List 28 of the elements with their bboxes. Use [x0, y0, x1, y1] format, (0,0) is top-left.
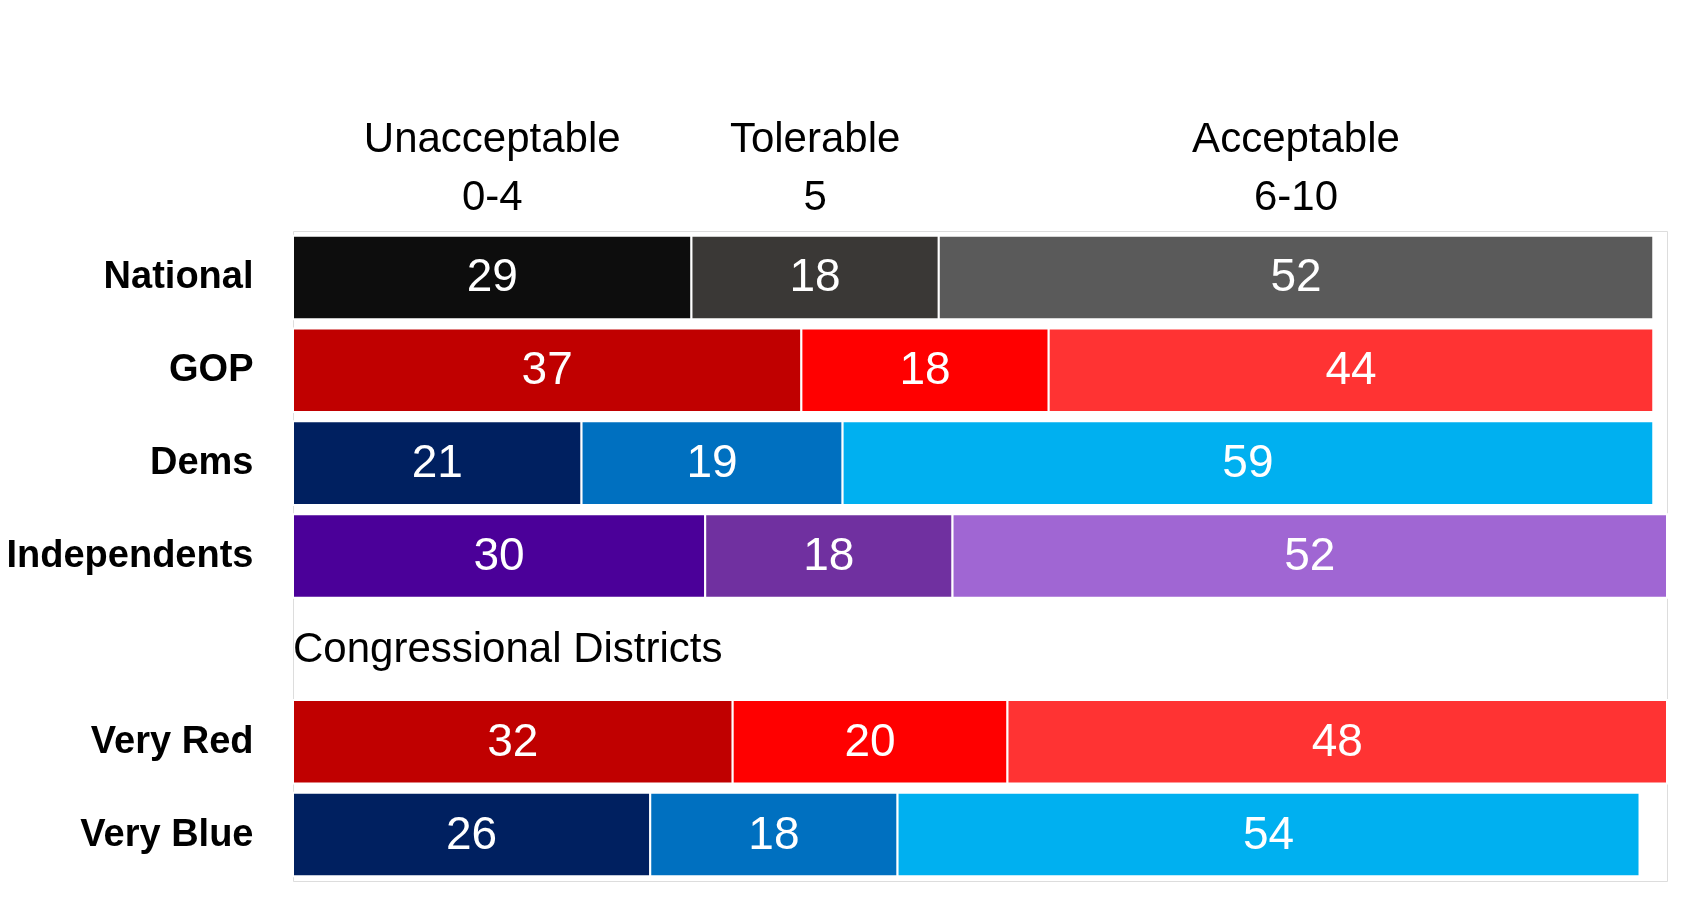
data-label: 59 [1222, 435, 1274, 488]
series-label: Acceptable 6-10 [1192, 114, 1400, 219]
y-tick-label: National [103, 254, 254, 297]
y-tick-label: Very Red [90, 718, 254, 761]
data-label: 32 [487, 713, 539, 766]
data-label: 20 [844, 713, 896, 766]
data-label: 29 [466, 249, 518, 302]
data-label: 30 [473, 528, 525, 580]
data-label: 18 [789, 249, 841, 302]
data-label: 18 [748, 806, 800, 859]
y-tick-label: Dems [150, 440, 254, 483]
data-label: 18 [803, 528, 855, 580]
data-label: 52 [1270, 249, 1322, 302]
data-label: 37 [521, 342, 573, 395]
series-label: Unacceptable 0-4 [363, 114, 621, 219]
y-tick-label: GOP [169, 347, 254, 390]
data-label: 19 [686, 435, 738, 488]
data-label: 44 [1325, 342, 1377, 395]
data-label: 26 [446, 806, 498, 859]
annotation: Congressional Districts [293, 623, 723, 671]
data-label: 18 [899, 342, 951, 395]
y-tick-label: Independents [6, 533, 254, 575]
data-label: 48 [1311, 713, 1363, 766]
data-label: 21 [411, 435, 463, 488]
data-label: 54 [1242, 806, 1295, 859]
data-label: 52 [1284, 528, 1336, 580]
y-tick-label: Very Blue [80, 811, 254, 854]
series-label: Tolerable 5 [729, 114, 901, 219]
